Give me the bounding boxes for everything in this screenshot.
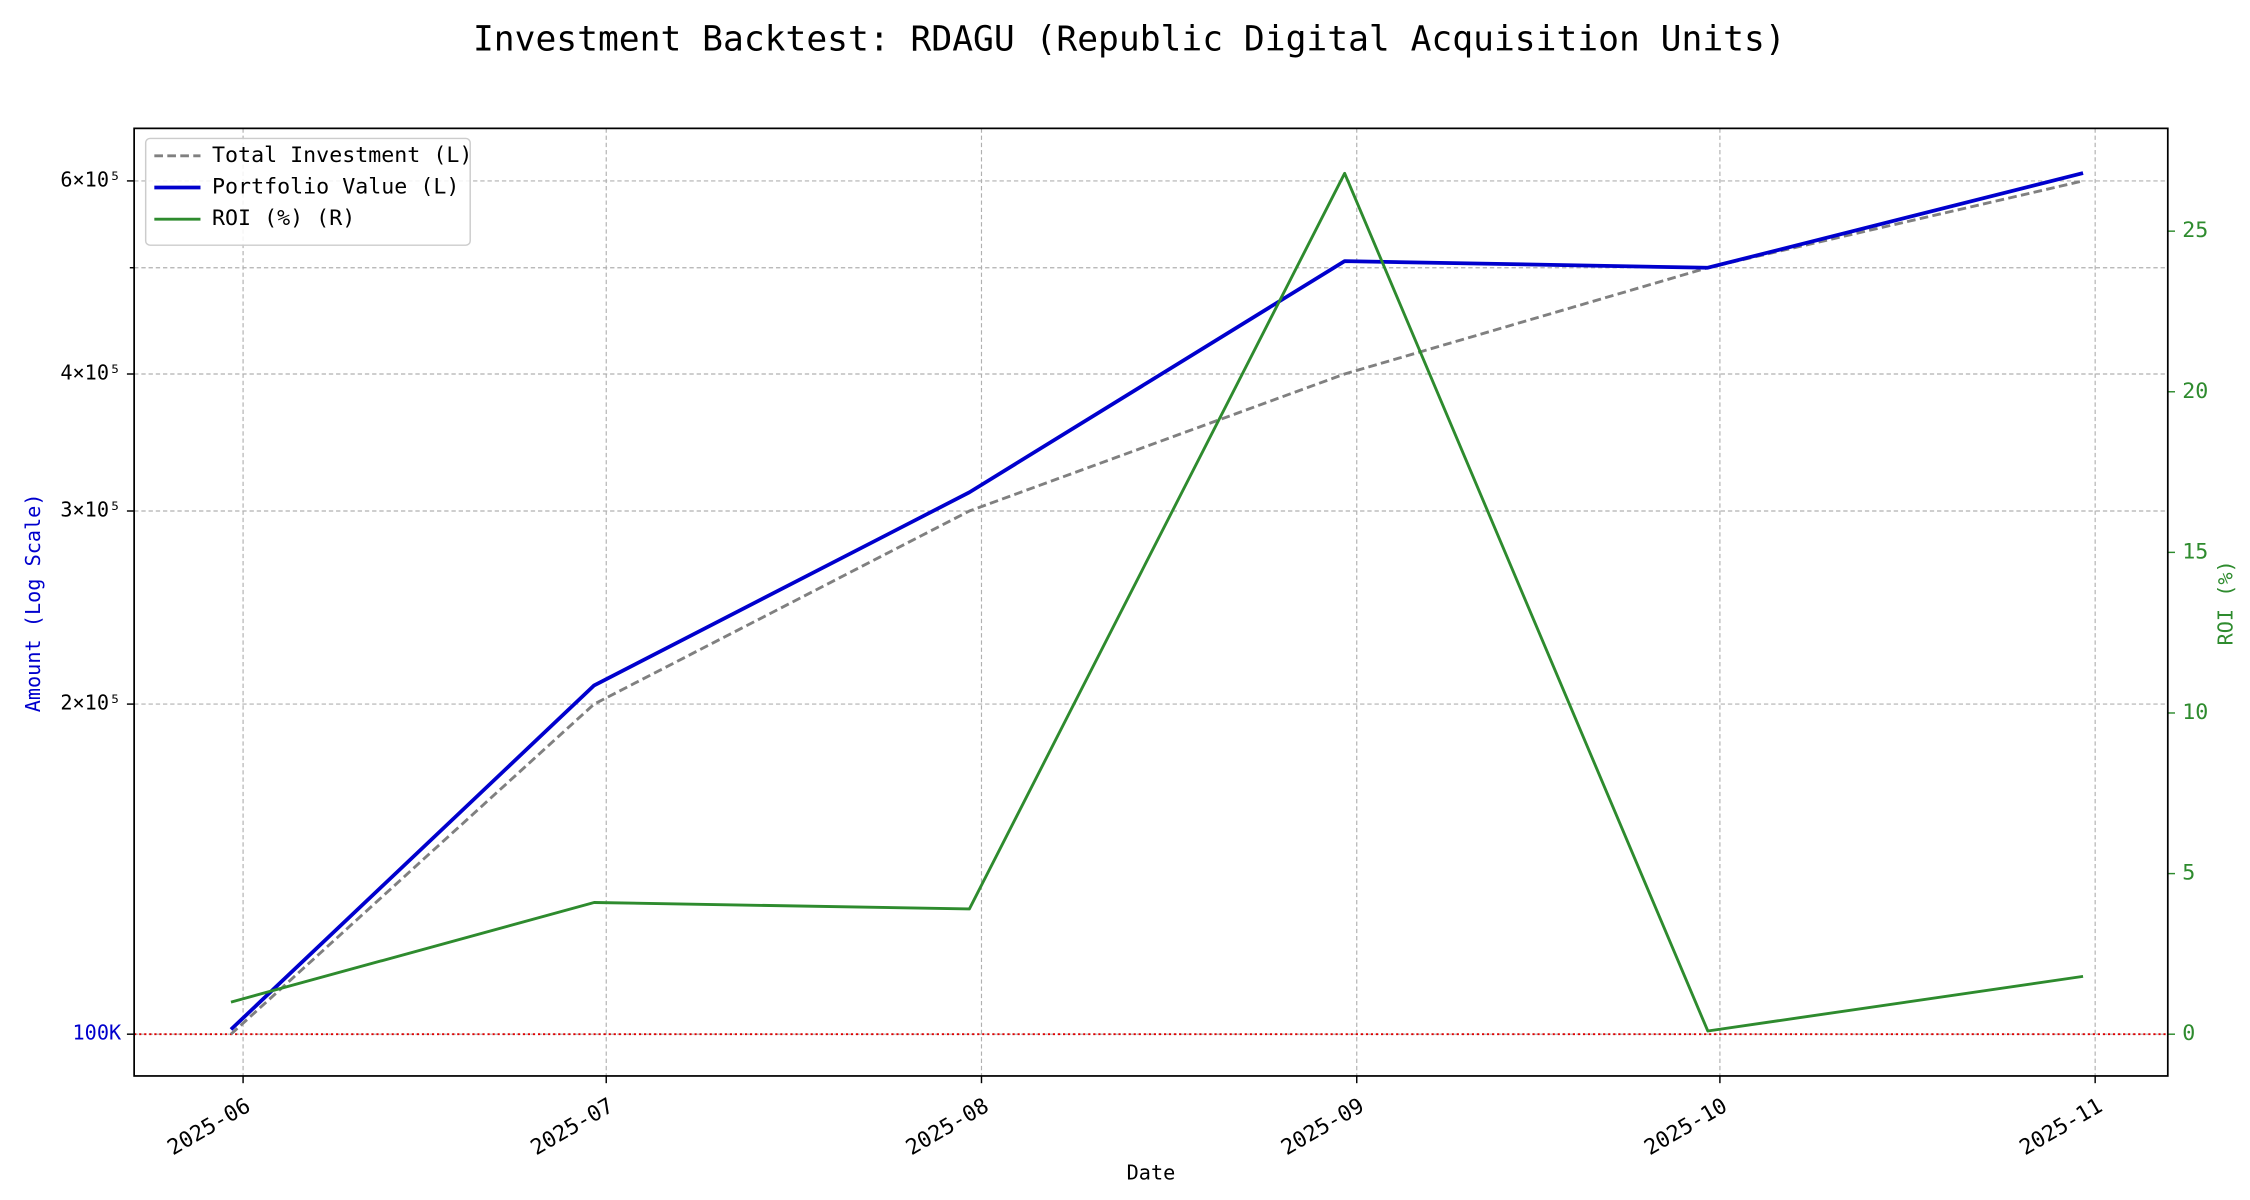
x-tick-label: 2025-06 [163,1094,254,1161]
x-tick-label: 2025-10 [1640,1094,1731,1161]
legend-box [144,137,471,246]
y2-tick-label: 5 [2182,861,2195,886]
y-tick-label: 100K [73,1021,122,1045]
y-axis-label: Amount (Log Scale) [21,493,45,712]
y2-tick-label: 20 [2182,379,2208,404]
y2-tick-label: 15 [2182,539,2208,564]
series-line [229,171,2084,1031]
x-tick-label: 2025-11 [2015,1094,2106,1161]
x-tick-label: 2025-08 [902,1094,993,1161]
x-axis-label: Date [1127,1161,1176,1185]
y2-axis-label: ROI (%) [2213,560,2237,645]
series-line [230,179,2084,1036]
y2-tick-label: 0 [2182,1021,2195,1046]
plot-frame [133,127,2169,1077]
x-tick-label: 2025-07 [527,1094,618,1161]
series-line [230,171,2084,1033]
y-tick-label: 3×10⁵ [60,498,121,522]
legend-label: Portfolio Value (L) [212,175,459,200]
legend-label: ROI (%) (R) [212,206,355,231]
y-tick-label: 6×10⁵ [60,167,121,191]
chart-title: Investment Backtest: RDAGU (Republic Dig… [473,19,1786,59]
y-tick-label: 4×10⁵ [60,361,121,385]
y2-tick-label: 10 [2182,700,2208,725]
y2-tick-label: 25 [2182,218,2208,243]
x-tick-label: 2025-09 [1277,1094,1368,1161]
legend-label: Total Investment (L) [212,143,472,168]
y-tick-label: 2×10⁵ [60,691,121,715]
